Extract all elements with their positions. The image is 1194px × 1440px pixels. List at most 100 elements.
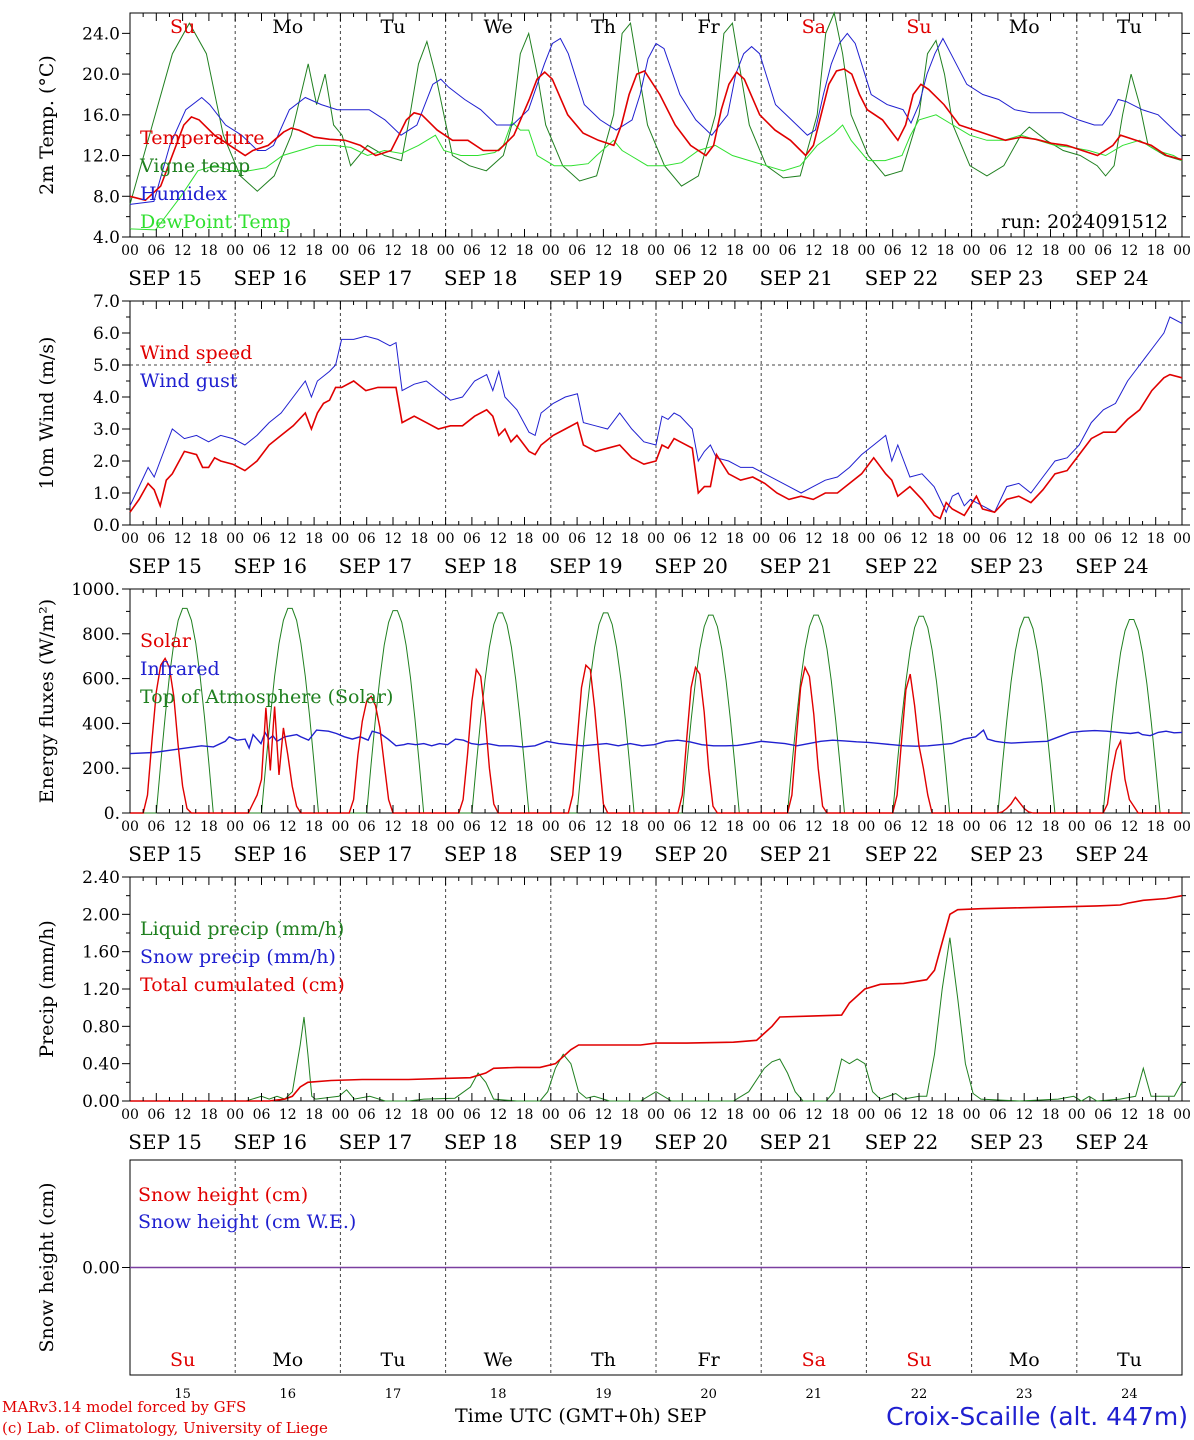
date-label: SEP 16	[233, 554, 307, 578]
hour-tick-label: 18	[516, 1107, 534, 1123]
date-label: SEP 21	[759, 266, 833, 290]
hour-tick-label: 18	[1042, 819, 1060, 835]
day-number-label: 23	[1016, 1387, 1033, 1402]
weekday-label: Su	[906, 1349, 931, 1371]
hour-tick-label: 00	[437, 819, 455, 835]
weekday-label: We	[484, 1349, 513, 1371]
hour-tick-label: 18	[1147, 1107, 1165, 1123]
hour-tick-label: 00	[1068, 243, 1086, 259]
y-axis-label: Energy fluxes (W/m²)	[36, 599, 58, 803]
hour-tick-label: 12	[489, 243, 507, 259]
hour-tick-label: 12	[700, 531, 718, 547]
hour-tick-label: 18	[621, 1107, 639, 1123]
hour-tick-label: 06	[463, 243, 481, 259]
hour-tick-label: 06	[673, 819, 691, 835]
hour-tick-label: 18	[726, 531, 744, 547]
hour-tick-label: 18	[936, 819, 954, 835]
weekday-label: Sa	[802, 16, 826, 38]
hour-tick-label: 06	[463, 531, 481, 547]
hour-tick-label: 18	[305, 531, 323, 547]
hour-tick-label: 12	[174, 531, 192, 547]
panel-0-series-3	[129, 68, 1183, 202]
date-label: SEP 21	[759, 554, 833, 578]
date-label: SEP 15	[128, 1130, 202, 1154]
hour-tick-label: 06	[358, 1107, 376, 1123]
panel-0-series-1	[129, 114, 1183, 231]
hour-tick-label: 00	[542, 531, 560, 547]
hour-tick-label: 00	[963, 531, 981, 547]
hour-tick-label: 00	[1173, 531, 1191, 547]
hour-tick-label: 18	[831, 531, 849, 547]
y-tick-label: 0.80	[82, 1017, 120, 1037]
date-label: SEP 15	[128, 266, 202, 290]
y-tick-label: 2.0	[93, 452, 120, 472]
hour-tick-label: 12	[1015, 531, 1033, 547]
y-tick-label: 1.60	[82, 943, 120, 963]
hour-tick-label: 06	[1094, 531, 1112, 547]
legend-entry: Total cumulated (cm)	[140, 974, 345, 996]
panel-2-series-1	[129, 728, 1183, 755]
hour-tick-label: 12	[594, 243, 612, 259]
y-tick-label: 1.20	[82, 980, 120, 1000]
legend-entry: Snow height (cm)	[138, 1184, 308, 1206]
hour-tick-label: 00	[857, 1107, 875, 1123]
day-number-label: 20	[700, 1387, 717, 1402]
hour-tick-label: 06	[673, 243, 691, 259]
hour-tick-label: 12	[910, 243, 928, 259]
hour-tick-label: 00	[226, 1107, 244, 1123]
panel-3-series-1	[130, 894, 1183, 1102]
y-tick-label: 200.	[82, 759, 120, 779]
legend-entry: DewPoint Temp	[140, 211, 291, 233]
hour-tick-label: 06	[147, 531, 165, 547]
panel-1-series-1	[129, 373, 1183, 520]
hour-tick-label: 06	[989, 243, 1007, 259]
hour-tick-label: 00	[1173, 1107, 1191, 1123]
hour-tick-label: 00	[752, 243, 770, 259]
hour-tick-label: 06	[358, 243, 376, 259]
month-label: SEP	[666, 1405, 707, 1427]
hour-tick-label: 06	[358, 819, 376, 835]
hour-tick-label: 06	[253, 243, 271, 259]
date-label: SEP 17	[339, 842, 413, 866]
hour-tick-label: 06	[463, 819, 481, 835]
date-label: SEP 17	[339, 1130, 413, 1154]
hour-tick-label: 18	[1042, 243, 1060, 259]
legend-entry: Infrared	[140, 658, 220, 680]
hour-tick-label: 06	[1094, 1107, 1112, 1123]
hour-tick-label: 18	[410, 819, 428, 835]
hour-tick-label: 12	[700, 1107, 718, 1123]
weekday-label: Su	[170, 1349, 195, 1371]
hour-tick-label: 00	[437, 1107, 455, 1123]
weekday-label: Tu	[381, 1349, 406, 1371]
y-tick-label: 16.0	[82, 106, 120, 126]
date-label: SEP 18	[444, 842, 518, 866]
date-label: SEP 15	[128, 842, 202, 866]
y-axis-label: 10m Wind (m/s)	[36, 337, 58, 490]
hour-tick-label: 18	[200, 1107, 218, 1123]
hour-tick-label: 18	[305, 819, 323, 835]
y-tick-label: 24.0	[82, 24, 120, 44]
weekday-label: Mo	[1009, 1349, 1040, 1371]
hour-tick-label: 00	[752, 531, 770, 547]
day-number-label: 21	[806, 1387, 823, 1402]
hour-tick-label: 18	[621, 243, 639, 259]
hour-tick-label: 06	[568, 531, 586, 547]
y-tick-label: 5.0	[93, 356, 120, 376]
hour-tick-label: 18	[726, 1107, 744, 1123]
date-label: SEP 21	[759, 842, 833, 866]
hour-tick-label: 18	[936, 1107, 954, 1123]
date-label: SEP 16	[233, 1130, 307, 1154]
hour-tick-label: 18	[936, 531, 954, 547]
y-tick-label: 0.40	[82, 1055, 120, 1075]
hour-tick-label: 18	[1147, 531, 1165, 547]
hour-tick-label: 12	[279, 819, 297, 835]
hour-tick-label: 18	[726, 819, 744, 835]
hour-tick-label: 00	[857, 243, 875, 259]
hour-tick-label: 06	[989, 1107, 1007, 1123]
day-number-label: 24	[1121, 1387, 1138, 1402]
hour-tick-label: 00	[647, 243, 665, 259]
weekday-label: We	[484, 16, 513, 38]
hour-tick-label: 00	[1173, 243, 1191, 259]
date-label: SEP 15	[128, 554, 202, 578]
